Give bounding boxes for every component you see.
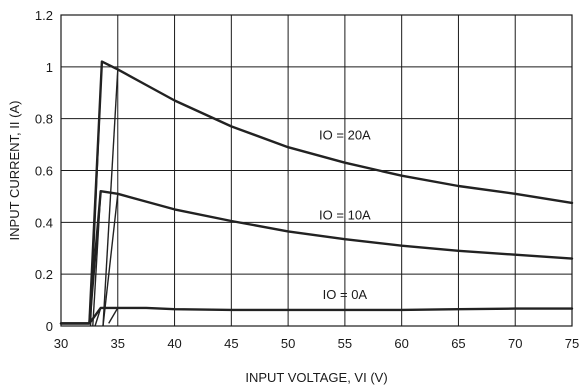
- y-tick-label: 0.4: [35, 215, 53, 230]
- series-label-1: IO = 10A: [319, 208, 371, 223]
- series-label-2: IO = 0A: [323, 287, 368, 302]
- y-tick-label: 1: [46, 60, 53, 75]
- plot-frame: [60, 14, 573, 327]
- x-tick-label: 75: [565, 336, 579, 351]
- series-rise-line-1: [92, 191, 102, 327]
- series-rise-line-1: [102, 193, 119, 327]
- x-axis-title: INPUT VOLTAGE, VI (V): [245, 370, 387, 385]
- x-tick-label: 45: [224, 336, 238, 351]
- y-tick-label: 0.2: [35, 267, 53, 282]
- series-line-0: [59, 60, 574, 325]
- y-tick-label: 0.8: [35, 112, 53, 127]
- tick-labels: 30 35 40 45 50 55 60 65 70 75 0 0.2 0.4 0.6 0.8 1 1.2: [35, 8, 579, 351]
- grid: [61, 15, 572, 326]
- series-rise-line-0: [102, 69, 119, 327]
- x-tick-label: 65: [451, 336, 465, 351]
- x-tick-label: 60: [394, 336, 408, 351]
- series-label-0: IO = 20A: [319, 127, 371, 142]
- series-rise-line-2: [94, 307, 102, 327]
- y-axis-title: INPUT CURRENT, II (A): [7, 101, 22, 241]
- y-tick-label: 0: [46, 319, 53, 334]
- x-tick-label: 55: [338, 336, 352, 351]
- series-line-2: [59, 306, 574, 325]
- series-line-1: [59, 190, 574, 325]
- x-tick-label: 50: [281, 336, 295, 351]
- y-tick-label: 1.2: [35, 8, 53, 23]
- x-tick-label: 30: [54, 336, 68, 351]
- x-tick-label: 35: [111, 336, 125, 351]
- series-labels: IO = 20A IO = 10A IO = 0A: [319, 127, 371, 301]
- curves: [59, 60, 574, 327]
- y-tick-label: 0.6: [35, 164, 53, 179]
- x-tick-label: 40: [167, 336, 181, 351]
- x-tick-label: 70: [508, 336, 522, 351]
- series-rise-line-2: [108, 307, 119, 324]
